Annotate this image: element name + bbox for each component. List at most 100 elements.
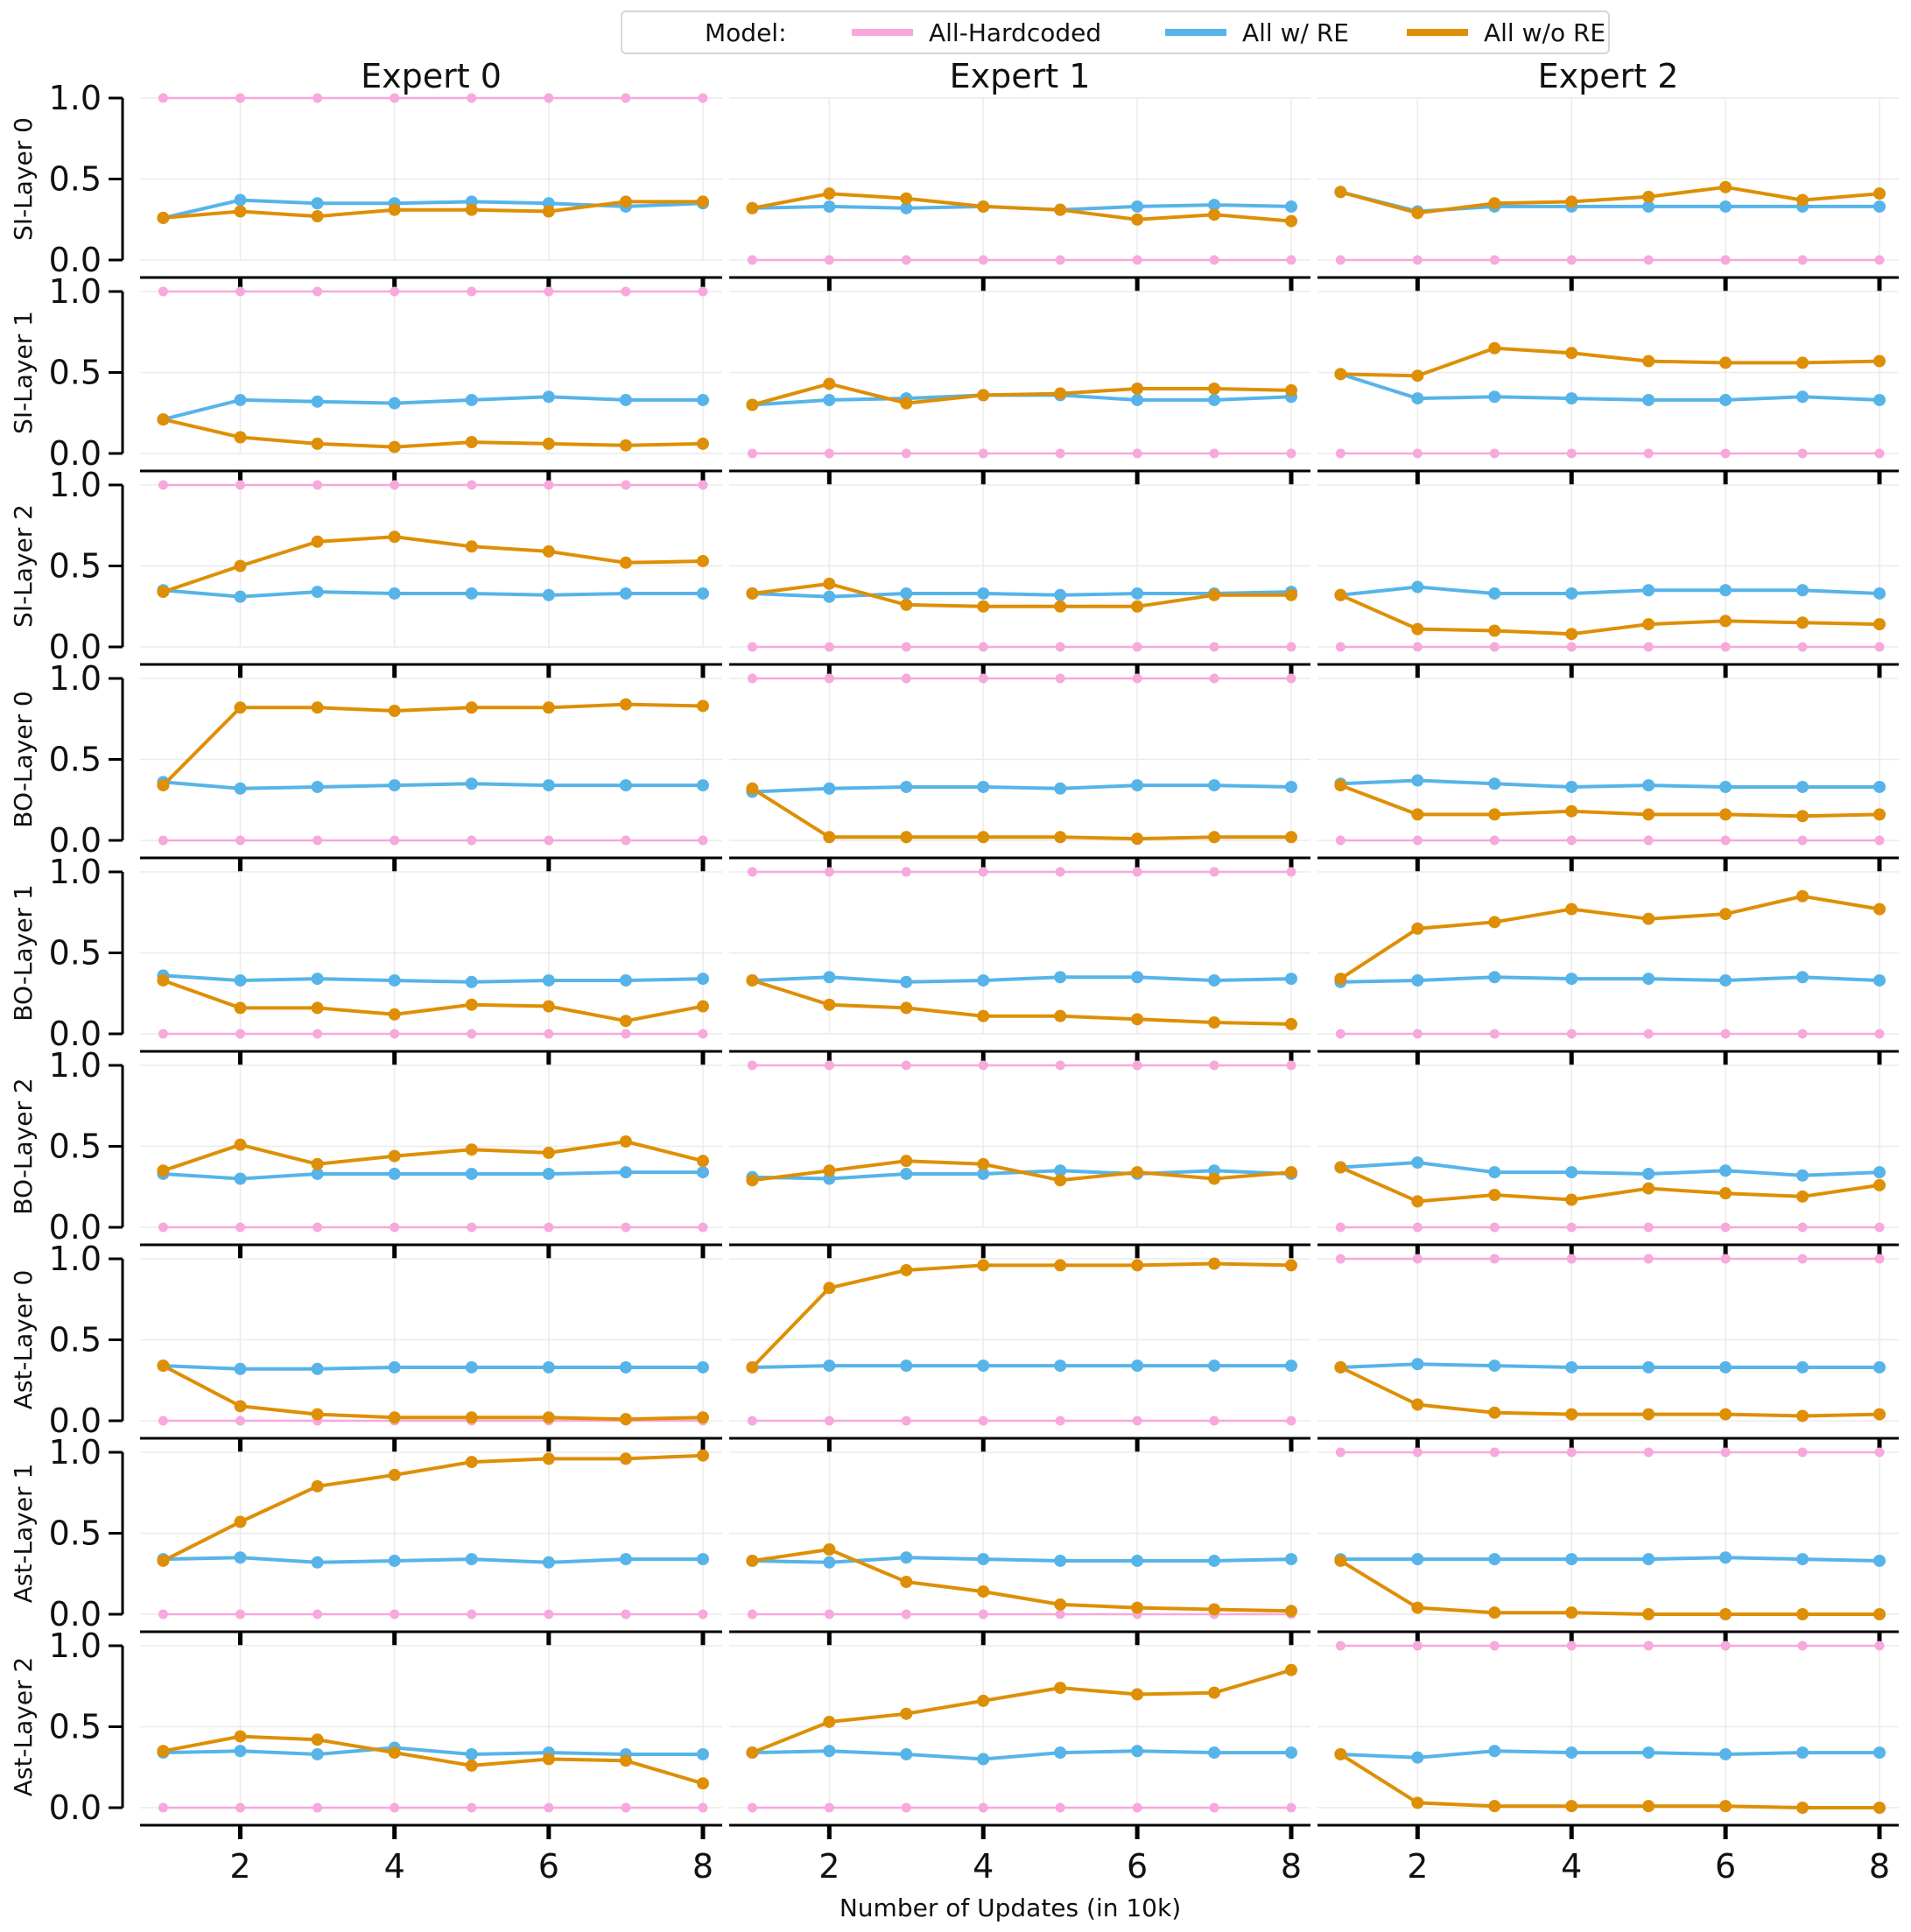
point-all-w-o-re-ast-layer-0-expert-1-x5 <box>1054 1259 1067 1272</box>
point-all-w-o-re-si-layer-0-expert-2-x1 <box>1334 186 1347 199</box>
x-tick-label-expert-2-2: 2 <box>1407 1847 1428 1886</box>
point-all-w-o-re-si-layer-0-expert-2-x6 <box>1719 180 1732 193</box>
point-all-w-o-re-bo-layer-1-expert-1-x3 <box>900 1001 913 1015</box>
point-all-w-o-re-ast-layer-0-expert-1-x2 <box>823 1282 836 1295</box>
point-all-hardcoded-bo-layer-0-expert-2-x6 <box>1720 835 1731 846</box>
point-all-w-re-bo-layer-1-expert-0-x8 <box>696 973 709 986</box>
point-all-hardcoded-si-layer-1-expert-1-x3 <box>901 448 911 459</box>
point-all-w-re-ast-layer-2-expert-2-x6 <box>1719 1747 1732 1760</box>
point-all-hardcoded-ast-layer-1-expert-2-x8 <box>1874 1447 1885 1458</box>
point-all-w-re-ast-layer-0-expert-0-x3 <box>311 1362 324 1375</box>
point-all-hardcoded-si-layer-2-expert-0-x3 <box>313 480 323 490</box>
x-tick-label-expert-0-2: 2 <box>229 1847 250 1886</box>
point-all-w-o-re-si-layer-1-expert-2-x1 <box>1334 368 1347 381</box>
point-all-w-re-bo-layer-1-expert-0-x3 <box>311 973 324 986</box>
point-all-w-o-re-si-layer-0-expert-0-x6 <box>542 205 555 218</box>
y-tick-label-ast-layer-2-1-0: 1.0 <box>49 1626 102 1665</box>
point-all-w-o-re-bo-layer-0-expert-1-x2 <box>823 831 836 844</box>
point-all-w-re-bo-layer-0-expert-2-x3 <box>1488 777 1501 790</box>
point-all-w-re-si-layer-1-expert-0-x4 <box>388 397 401 410</box>
point-all-w-re-bo-layer-2-expert-2-x6 <box>1719 1164 1732 1177</box>
point-all-hardcoded-ast-layer-2-expert-0-x2 <box>235 1802 246 1813</box>
point-all-hardcoded-bo-layer-0-expert-0-x7 <box>621 835 631 846</box>
point-all-w-re-bo-layer-1-expert-0-x4 <box>388 973 401 987</box>
point-all-w-re-bo-layer-2-expert-1-x5 <box>1054 1164 1067 1177</box>
point-all-w-o-re-ast-layer-0-expert-1-x7 <box>1208 1257 1221 1270</box>
point-all-hardcoded-bo-layer-2-expert-1-x3 <box>901 1060 911 1071</box>
point-all-w-o-re-ast-layer-0-expert-2-x7 <box>1796 1409 1809 1423</box>
point-all-w-o-re-ast-layer-0-expert-0-x6 <box>542 1411 555 1424</box>
point-all-w-o-re-ast-layer-0-expert-2-x8 <box>1873 1408 1886 1421</box>
point-all-w-re-si-layer-1-expert-1-x2 <box>823 393 836 406</box>
point-all-hardcoded-bo-layer-1-expert-0-x1 <box>158 1029 168 1039</box>
point-all-w-o-re-si-layer-0-expert-2-x8 <box>1873 187 1886 200</box>
point-all-hardcoded-ast-layer-0-expert-1-x8 <box>1286 1416 1296 1426</box>
point-all-w-re-bo-layer-1-expert-2-x7 <box>1796 971 1809 984</box>
point-all-w-re-ast-layer-1-expert-1-x2 <box>823 1556 836 1569</box>
point-all-w-re-bo-layer-0-expert-0-x5 <box>465 777 478 790</box>
point-all-hardcoded-ast-layer-2-expert-1-x4 <box>978 1802 988 1813</box>
point-all-hardcoded-si-layer-2-expert-1-x5 <box>1055 642 1065 652</box>
point-all-w-o-re-si-layer-1-expert-2-x3 <box>1488 341 1501 355</box>
point-all-w-re-ast-layer-2-expert-1-x5 <box>1054 1746 1067 1760</box>
point-all-hardcoded-si-layer-2-expert-0-x6 <box>544 480 554 490</box>
series-line-all-w-o-re-ast-layer-0-expert-1 <box>750 1261 1292 1369</box>
point-all-hardcoded-ast-layer-1-expert-2-x7 <box>1797 1447 1808 1458</box>
point-all-hardcoded-ast-layer-0-expert-0-x1 <box>158 1416 168 1426</box>
point-all-w-o-re-bo-layer-2-expert-0-x4 <box>388 1149 401 1163</box>
point-all-hardcoded-si-layer-0-expert-2-x1 <box>1335 255 1345 265</box>
point-all-w-re-bo-layer-0-expert-1-x5 <box>1054 782 1067 795</box>
point-all-w-o-re-bo-layer-1-expert-1-x4 <box>977 1009 990 1022</box>
point-all-w-o-re-bo-layer-2-expert-2-x7 <box>1796 1190 1809 1203</box>
point-all-w-o-re-ast-layer-0-expert-0-x7 <box>619 1413 632 1426</box>
point-all-w-o-re-ast-layer-1-expert-0-x2 <box>234 1515 247 1528</box>
series-line-all-w-o-re-bo-layer-0-expert-2 <box>1339 783 1880 818</box>
point-all-w-re-ast-layer-1-expert-0-x7 <box>619 1553 632 1566</box>
point-all-hardcoded-ast-layer-2-expert-1-x5 <box>1055 1802 1065 1813</box>
point-all-w-o-re-ast-layer-2-expert-2-x6 <box>1719 1800 1732 1813</box>
point-all-w-o-re-ast-layer-0-expert-2-x6 <box>1719 1408 1732 1421</box>
point-all-w-o-re-ast-layer-1-expert-0-x7 <box>619 1452 632 1465</box>
point-all-hardcoded-si-layer-0-expert-1-x2 <box>824 255 834 265</box>
point-all-w-o-re-si-layer-0-expert-1-x1 <box>746 201 759 214</box>
point-all-hardcoded-si-layer-0-expert-0-x7 <box>621 93 631 103</box>
point-all-w-o-re-si-layer-0-expert-0-x8 <box>696 195 709 208</box>
point-all-w-o-re-bo-layer-0-expert-2-x7 <box>1796 810 1809 823</box>
series-line-all-w-o-re-bo-layer-2-expert-1 <box>752 1159 1292 1183</box>
row-label-si-layer-0: SI-Layer 0 <box>9 117 38 241</box>
y-tick-label-si-layer-1-0-5: 0.5 <box>49 354 102 392</box>
point-all-w-o-re-bo-layer-2-expert-1-x2 <box>823 1164 836 1177</box>
y-tick-label-ast-layer-1-0-5: 0.5 <box>49 1514 102 1553</box>
point-all-w-o-re-ast-layer-1-expert-2-x6 <box>1719 1608 1732 1620</box>
point-all-w-o-re-ast-layer-0-expert-0-x1 <box>157 1359 170 1373</box>
point-all-w-re-bo-layer-2-expert-0-x4 <box>388 1167 401 1180</box>
point-all-hardcoded-bo-layer-1-expert-2-x6 <box>1720 1029 1731 1039</box>
row-label-si-layer-2: SI-Layer 2 <box>9 504 38 628</box>
point-all-w-re-si-layer-0-expert-1-x2 <box>823 200 836 213</box>
point-all-w-o-re-si-layer-0-expert-0-x4 <box>388 203 401 216</box>
point-all-hardcoded-si-layer-1-expert-1-x2 <box>824 448 834 459</box>
point-all-hardcoded-bo-layer-0-expert-2-x3 <box>1489 835 1500 846</box>
y-tick-label-ast-layer-1-1-0: 1.0 <box>49 1433 102 1472</box>
point-all-hardcoded-si-layer-2-expert-0-x7 <box>621 480 631 490</box>
point-all-hardcoded-bo-layer-1-expert-2-x5 <box>1643 1029 1654 1039</box>
series-line-all-w-o-re-si-layer-1-expert-1 <box>751 382 1292 407</box>
point-all-w-re-bo-layer-0-expert-2-x7 <box>1796 780 1809 793</box>
point-all-w-re-bo-layer-1-expert-1-x6 <box>1131 971 1144 984</box>
series-line-all-w-o-re-si-layer-0-expert-1 <box>752 192 1292 223</box>
point-all-hardcoded-si-layer-1-expert-0-x8 <box>698 286 708 297</box>
point-all-hardcoded-bo-layer-2-expert-0-x1 <box>158 1222 168 1233</box>
point-all-w-re-ast-layer-2-expert-2-x7 <box>1796 1746 1809 1760</box>
point-all-hardcoded-ast-layer-2-expert-2-x8 <box>1874 1640 1885 1651</box>
y-tick-label-bo-layer-0-1-0: 1.0 <box>49 659 102 698</box>
point-all-hardcoded-bo-layer-2-expert-1-x8 <box>1286 1060 1296 1071</box>
point-all-w-o-re-bo-layer-2-expert-2-x1 <box>1334 1161 1347 1174</box>
legend-label-all-with-re: All w/ RE <box>1242 18 1349 47</box>
point-all-w-o-re-bo-layer-2-expert-0-x7 <box>619 1135 632 1148</box>
point-all-hardcoded-ast-layer-2-expert-2-x4 <box>1566 1640 1577 1651</box>
point-all-hardcoded-ast-layer-0-expert-2-x2 <box>1412 1254 1423 1264</box>
point-all-w-o-re-bo-layer-0-expert-2-x8 <box>1873 808 1886 821</box>
point-all-hardcoded-ast-layer-0-expert-0-x2 <box>235 1416 246 1426</box>
point-all-hardcoded-bo-layer-1-expert-2-x1 <box>1335 1029 1345 1039</box>
point-all-w-re-ast-layer-1-expert-0-x6 <box>542 1556 555 1569</box>
